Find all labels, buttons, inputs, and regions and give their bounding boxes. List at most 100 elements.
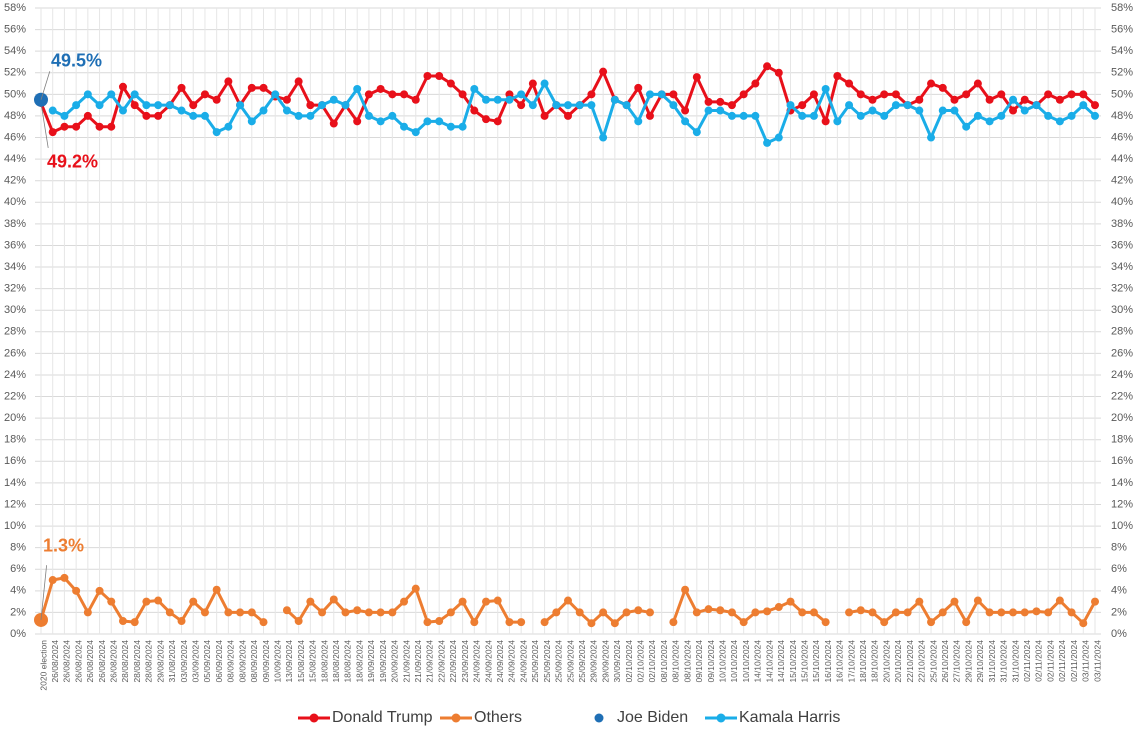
marker [1067,608,1076,617]
marker [48,106,57,115]
marker [107,122,116,131]
x-tick-label: 10/09/2024 [272,640,282,683]
x-tick-label: 16/10/2024 [823,640,833,683]
y2-tick-label: 48% [1111,110,1133,122]
y-tick-label: 10% [4,520,26,532]
x-tick-label: 26/10/2024 [940,640,950,683]
x-tick-label: 15/10/2024 [811,640,821,683]
y-tick-label: 36% [4,239,26,251]
marker [692,73,701,82]
marker [973,111,982,120]
marker [482,597,491,606]
marker [950,106,959,115]
marker [587,619,596,628]
marker [950,95,959,104]
y2-tick-label: 28% [1111,326,1133,338]
marker [353,84,362,93]
marker [716,106,725,115]
y2-tick-label: 32% [1111,283,1133,295]
marker [364,608,373,617]
y-tick-label: 54% [4,45,26,57]
marker [247,608,256,617]
marker [236,608,245,617]
marker [880,111,889,120]
marker [763,138,772,147]
x-tick-label: 09/10/2024 [706,640,716,683]
marker [1009,608,1018,617]
marker [763,62,772,71]
marker [189,597,198,606]
marker [833,117,842,126]
marker [891,608,900,617]
marker [938,608,947,617]
marker [259,618,268,627]
marker [891,90,900,99]
marker [294,111,303,120]
marker [142,597,151,606]
marker [364,90,373,99]
x-tick-label: 22/10/2024 [905,640,915,683]
x-tick-label: 02/11/2024 [1034,640,1044,682]
marker [891,101,900,110]
x-tick-label: 31/08/2024 [167,640,177,683]
marker [282,95,291,104]
legend-marker [716,713,726,723]
data-label: 49.2% [47,152,98,172]
marker [130,90,139,99]
series-line [52,82,1097,145]
marker [540,618,549,627]
marker [1067,111,1076,120]
marker [95,586,104,595]
marker [505,618,514,627]
marker [177,617,186,626]
marker [938,83,947,92]
x-tick-label: 02/11/2024 [1057,640,1067,682]
marker [809,111,818,120]
marker [1067,90,1076,99]
marker [868,95,877,104]
marker [376,117,385,126]
x-tick-label: 22/10/2024 [917,640,927,683]
marker [482,115,491,124]
y2-tick-label: 44% [1111,153,1133,165]
x-tick-label: 20/09/2024 [390,640,400,683]
marker [95,122,104,131]
marker [107,90,116,99]
y2-tick-label: 54% [1111,45,1133,57]
marker [845,101,854,110]
marker [528,79,537,88]
marker [821,84,830,93]
marker [634,83,643,92]
marker [154,101,163,110]
marker [72,586,81,595]
marker [118,617,127,626]
marker [798,101,807,110]
marker [657,90,666,99]
x-tick-label: 26/08/2024 [97,640,107,683]
marker [493,95,502,104]
y-tick-label: 8% [10,542,26,554]
marker [763,607,772,616]
x-tick-label: 26/08/2024 [50,640,60,683]
marker [318,101,327,110]
marker [1055,596,1064,605]
marker [165,608,174,617]
marker [376,608,385,617]
x-tick-label: 26/08/2024 [109,640,119,683]
marker [985,117,994,126]
marker [997,90,1006,99]
y2-tick-label: 40% [1111,196,1133,208]
x-tick-label: 02/10/2024 [636,640,646,683]
y2-tick-label: 10% [1111,520,1133,532]
marker [154,111,163,120]
x-tick-label: 29/09/2024 [589,640,599,683]
marker [341,101,350,110]
legend-marker [451,713,461,723]
x-tick-label: 10/10/2024 [729,640,739,683]
marker [200,111,209,120]
y-tick-label: 14% [4,477,26,489]
x-tick-label: 29/08/2024 [155,640,165,683]
marker [774,133,783,142]
data-label: 49.5% [51,50,102,70]
